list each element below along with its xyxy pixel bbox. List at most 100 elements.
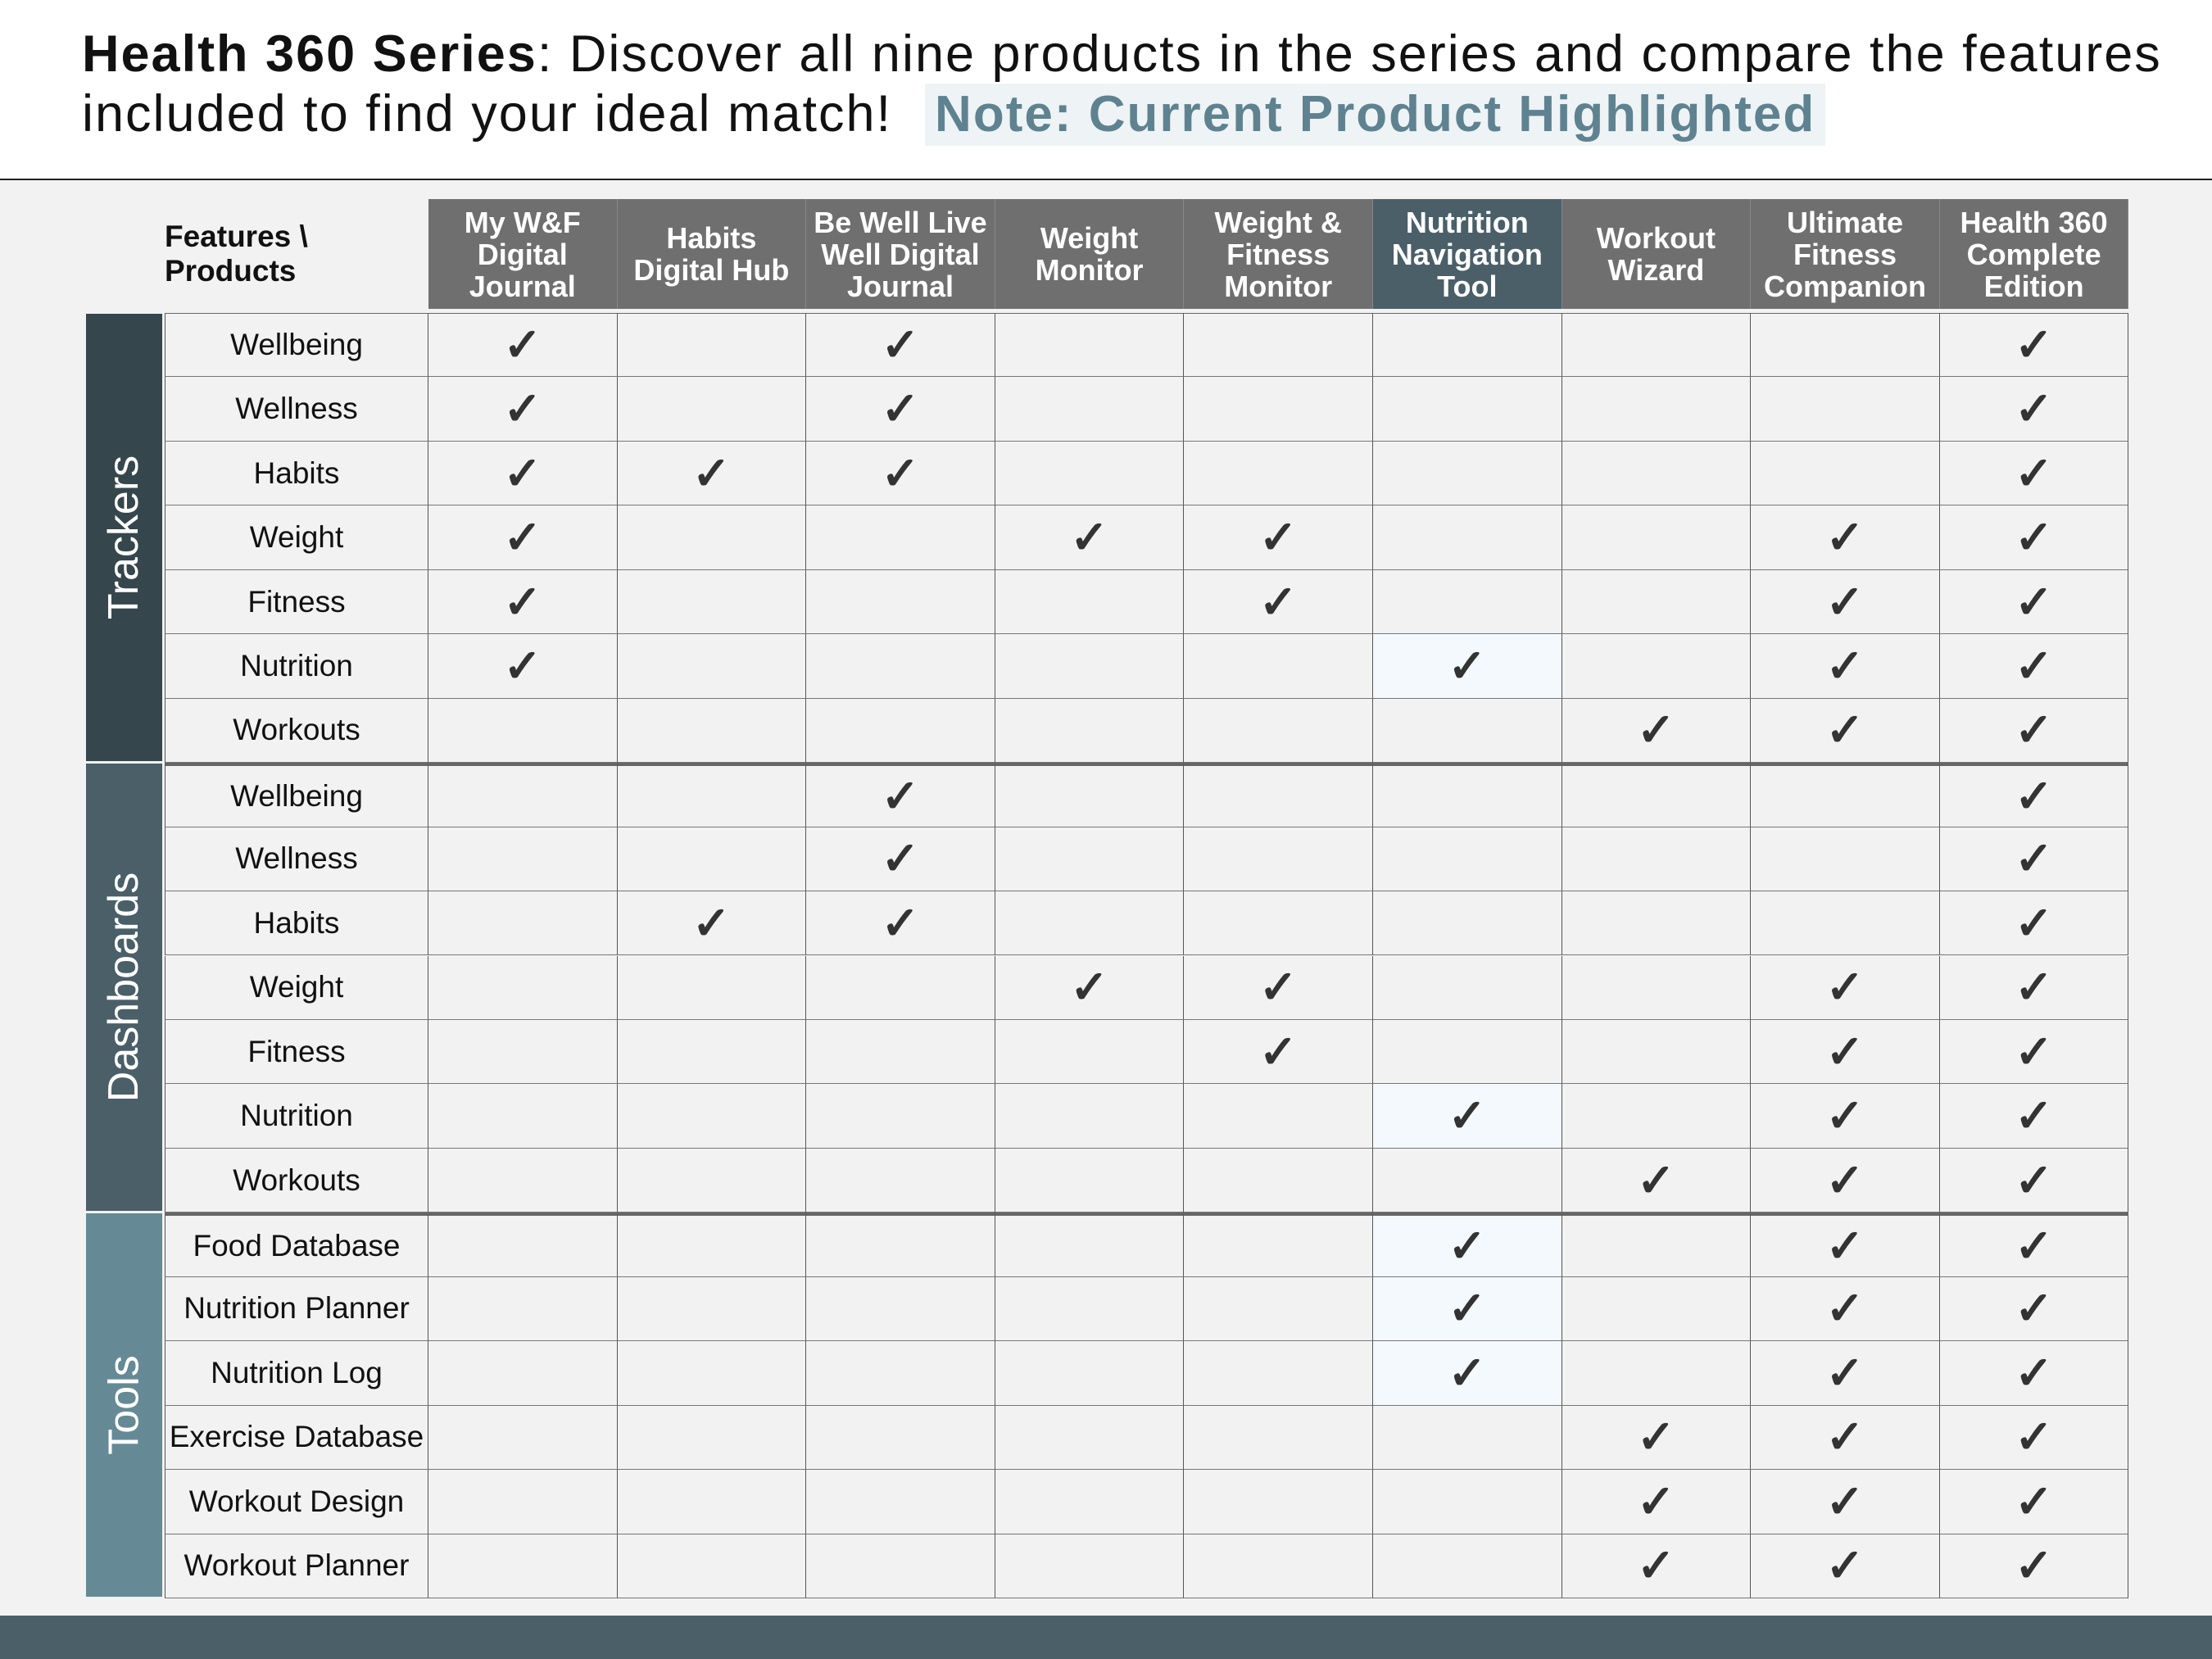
feature-label: Nutrition <box>165 1084 428 1149</box>
empty-cell <box>1373 1405 1562 1471</box>
empty-cell <box>1184 441 1373 506</box>
column-header: Weight & Fitness Monitor <box>1184 199 1373 309</box>
empty-cell <box>995 827 1185 892</box>
empty-cell <box>1562 1276 1752 1342</box>
check-cell: ✓ <box>1751 634 1940 699</box>
title-text: : Discover all nine products in the seri… <box>82 25 2162 143</box>
check-cell: ✓ <box>1939 1341 2129 1406</box>
empty-cell <box>1373 313 1562 378</box>
check-cell: ✓ <box>1939 1534 2129 1598</box>
empty-cell <box>1562 441 1752 506</box>
empty-cell <box>428 1405 618 1471</box>
empty-cell <box>617 1470 807 1534</box>
feature-label: Weight <box>165 955 428 1020</box>
check-cell: ✓ <box>428 569 618 635</box>
empty-cell <box>1373 763 1562 827</box>
empty-cell <box>428 763 618 827</box>
empty-cell <box>428 1534 618 1598</box>
empty-cell <box>1562 313 1752 378</box>
empty-cell <box>1562 1019 1752 1085</box>
check-cell: ✓ <box>617 891 807 956</box>
feature-label: Habits <box>165 891 428 956</box>
empty-cell <box>428 1470 618 1534</box>
column-header: Weight Monitor <box>995 199 1185 309</box>
empty-cell <box>995 763 1185 827</box>
check-cell: ✓ <box>1751 1276 1940 1342</box>
feature-label: Fitness <box>165 569 428 635</box>
empty-cell <box>1751 891 1940 956</box>
empty-cell <box>617 505 807 570</box>
check-cell: ✓ <box>806 313 995 378</box>
empty-cell <box>806 1084 995 1149</box>
empty-cell <box>617 1405 807 1471</box>
empty-cell <box>1184 1341 1373 1406</box>
feature-label: Wellness <box>165 377 428 442</box>
empty-cell <box>1373 1470 1562 1534</box>
empty-cell <box>806 634 995 699</box>
feature-label: Nutrition Planner <box>165 1276 428 1342</box>
footer-bar <box>0 1616 2212 1659</box>
empty-cell <box>1562 763 1752 827</box>
feature-label: Habits <box>165 441 428 506</box>
check-cell: ✓ <box>1751 955 1940 1020</box>
check-cell: ✓ <box>1939 763 2129 827</box>
empty-cell <box>1562 505 1752 570</box>
empty-cell <box>806 1148 995 1213</box>
check-cell: ✓ <box>1939 827 2129 892</box>
feature-label: Workout Planner <box>165 1534 428 1598</box>
empty-cell <box>995 1213 1185 1277</box>
empty-cell <box>995 634 1185 699</box>
empty-cell <box>1751 377 1940 442</box>
check-cell: ✓ <box>1939 313 2129 378</box>
empty-cell <box>428 955 618 1020</box>
empty-cell <box>1562 634 1752 699</box>
empty-cell <box>617 377 807 442</box>
check-cell: ✓ <box>617 441 807 506</box>
empty-cell <box>617 827 807 892</box>
empty-cell <box>1373 377 1562 442</box>
check-cell: ✓ <box>1939 569 2129 635</box>
column-header: Habits Digital Hub <box>617 199 807 309</box>
empty-cell <box>428 1341 618 1406</box>
check-cell: ✓ <box>1562 1405 1752 1471</box>
group-label: Trackers <box>86 314 162 762</box>
empty-cell <box>617 1084 807 1149</box>
check-cell: ✓ <box>1751 1470 1940 1534</box>
empty-cell <box>995 1019 1185 1085</box>
empty-cell <box>1373 1148 1562 1213</box>
check-cell: ✓ <box>428 313 618 378</box>
empty-cell <box>428 1084 618 1149</box>
empty-cell <box>995 1276 1185 1342</box>
column-header: Nutrition Navigation Tool <box>1373 199 1562 309</box>
empty-cell <box>806 1405 995 1471</box>
check-cell: ✓ <box>1562 1534 1752 1598</box>
empty-cell <box>1184 827 1373 892</box>
check-cell: ✓ <box>806 891 995 956</box>
empty-cell <box>995 1534 1185 1598</box>
empty-cell <box>806 569 995 635</box>
empty-cell <box>995 569 1185 635</box>
empty-cell <box>1184 1148 1373 1213</box>
check-cell: ✓ <box>1373 634 1562 699</box>
empty-cell <box>617 1213 807 1277</box>
group-name: Dashboards <box>100 873 148 1103</box>
empty-cell <box>428 1019 618 1085</box>
feature-label: Nutrition Log <box>165 1341 428 1406</box>
check-cell: ✓ <box>1751 505 1940 570</box>
feature-label: Exercise Database <box>165 1405 428 1471</box>
empty-cell <box>995 441 1185 506</box>
check-cell: ✓ <box>1939 441 2129 506</box>
empty-cell <box>806 1019 995 1085</box>
empty-cell <box>806 1213 995 1277</box>
feature-label: Workouts <box>165 1148 428 1213</box>
title: Health 360 Series: Discover all nine pro… <box>82 25 2196 146</box>
note: Note: Current Product Highlighted <box>925 84 1826 146</box>
empty-cell <box>1373 441 1562 506</box>
check-cell: ✓ <box>1373 1341 1562 1406</box>
empty-cell <box>1562 1341 1752 1406</box>
empty-cell <box>1751 827 1940 892</box>
check-cell: ✓ <box>1184 1019 1373 1085</box>
empty-cell <box>1373 955 1562 1020</box>
empty-cell <box>1373 827 1562 892</box>
check-cell: ✓ <box>1751 1534 1940 1598</box>
